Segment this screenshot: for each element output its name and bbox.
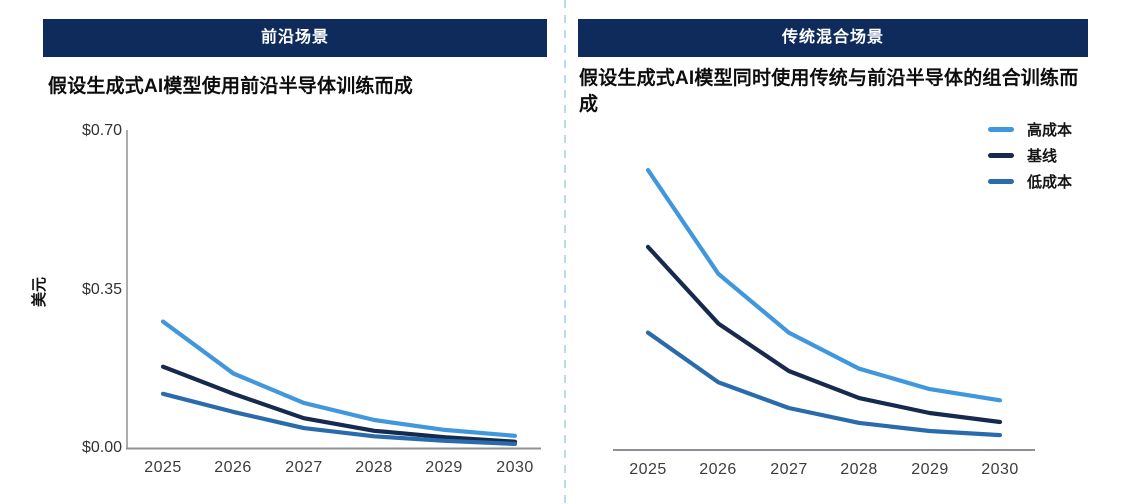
- x-tick: 2028: [355, 459, 393, 476]
- x-tick: 2030: [496, 459, 534, 476]
- x-tick: 2030: [981, 461, 1019, 478]
- right-chart-line-high-cost: [645, 168, 1003, 403]
- x-tick: 2029: [911, 461, 949, 478]
- x-tick: 2027: [770, 461, 808, 478]
- x-tick: 2026: [214, 459, 252, 476]
- x-tick: 2029: [425, 459, 463, 476]
- legend: 高成本 基线 低成本: [988, 116, 1072, 194]
- x-tick: 2028: [840, 461, 878, 478]
- legend-item-high-cost: 高成本: [988, 116, 1072, 142]
- x-tick: 2027: [285, 459, 323, 476]
- legend-item-baseline: 基线: [988, 142, 1072, 168]
- x-tick: 2025: [144, 459, 182, 476]
- right-chart-line-low-cost: [645, 330, 1003, 438]
- y-axis-title: 美元: [31, 277, 48, 308]
- y-tick-0-70: $0.70: [81, 122, 122, 139]
- left-panel-subtitle: 假设生成式AI模型使用前沿半导体训练而成: [48, 76, 414, 97]
- left-chart-line-baseline: [160, 364, 518, 444]
- legend-item-low-cost: 低成本: [988, 168, 1072, 194]
- y-tick-0-35: $0.35: [81, 281, 122, 298]
- baseline-line-swatch-icon: [988, 152, 1014, 158]
- right-chart-line-baseline: [645, 244, 1003, 425]
- legend-label: 低成本: [1027, 173, 1073, 191]
- y-tick-0-00: $0.00: [81, 439, 122, 456]
- right-panel-subtitle: 假设生成式AI模型同时使用传统与前沿半导体的组合训练而成: [579, 68, 1079, 115]
- high-cost-line-swatch-icon: [988, 126, 1014, 132]
- legend-label: 基线: [1027, 147, 1058, 165]
- left-panel-banner: 前沿场景: [43, 19, 547, 57]
- left-chart-line-high-cost: [160, 319, 518, 438]
- legend-label: 高成本: [1027, 121, 1073, 139]
- right-panel-banner: 传统混合场景: [578, 19, 1088, 57]
- left-chart-line-low-cost: [160, 391, 518, 446]
- x-tick: 2025: [629, 461, 667, 478]
- low-cost-line-swatch-icon: [988, 178, 1014, 184]
- x-tick: 2026: [699, 461, 737, 478]
